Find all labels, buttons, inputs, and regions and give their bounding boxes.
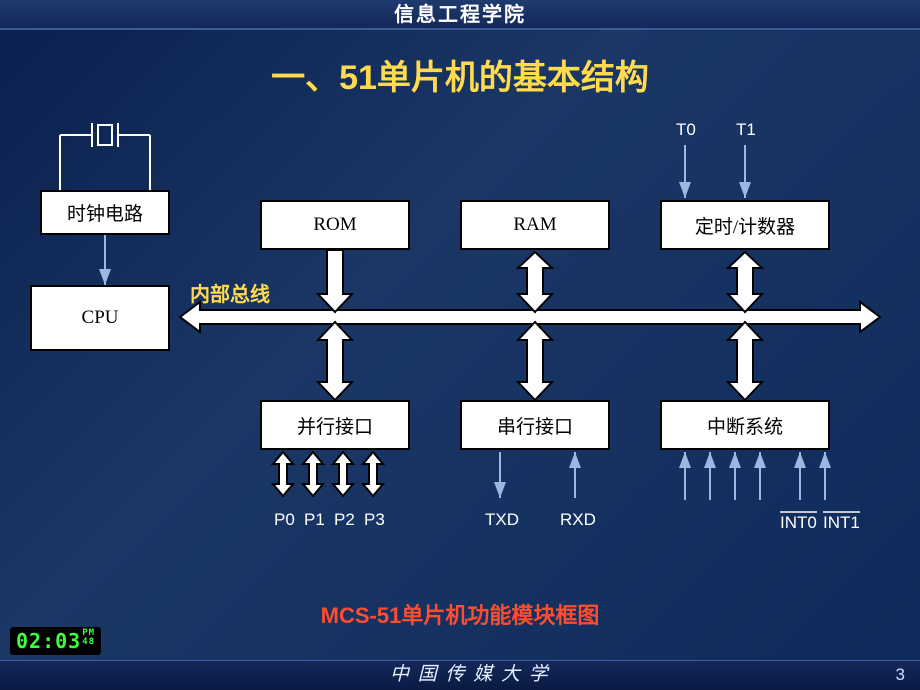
bus-label: 内部总线 bbox=[190, 278, 270, 307]
footer-school: 中 国 传 媒 大 学 bbox=[390, 659, 550, 686]
label-p0: P0 bbox=[274, 510, 295, 530]
caption-rest: 单片机功能模块框图 bbox=[401, 603, 599, 628]
box-parallel: 并行接口 bbox=[260, 400, 410, 450]
caption-mcs: MCS-51 bbox=[321, 603, 402, 628]
page-number: 3 bbox=[896, 665, 905, 685]
clock-sec: 48 bbox=[82, 637, 95, 647]
footer-bar: 中 国 传 媒 大 学 3 bbox=[0, 660, 920, 690]
label-p2: P2 bbox=[334, 510, 355, 530]
box-ram: RAM bbox=[460, 200, 610, 250]
box-rom: ROM bbox=[260, 200, 410, 250]
box-cpu: CPU bbox=[30, 285, 170, 351]
label-txd: TXD bbox=[485, 510, 519, 530]
box-serial: 串行接口 bbox=[460, 400, 610, 450]
clock-time: 02:03 bbox=[16, 629, 81, 653]
box-timer: 定时/计数器 bbox=[660, 200, 830, 250]
label-int1: INT1 bbox=[823, 513, 860, 533]
box-clock: 时钟电路 bbox=[40, 190, 170, 235]
clock-widget: 02:03PM48 bbox=[10, 627, 101, 655]
label-t0: T0 bbox=[676, 120, 696, 140]
label-p3: P3 bbox=[364, 510, 385, 530]
label-int0: INT0 bbox=[780, 513, 817, 533]
label-rxd: RXD bbox=[560, 510, 596, 530]
slide: 信息工程学院 一、51单片机的基本结构 bbox=[0, 0, 920, 690]
caption: MCS-51单片机功能模块框图 bbox=[0, 598, 920, 630]
label-p1: P1 bbox=[304, 510, 325, 530]
label-t1: T1 bbox=[736, 120, 756, 140]
box-interrupt: 中断系统 bbox=[660, 400, 830, 450]
